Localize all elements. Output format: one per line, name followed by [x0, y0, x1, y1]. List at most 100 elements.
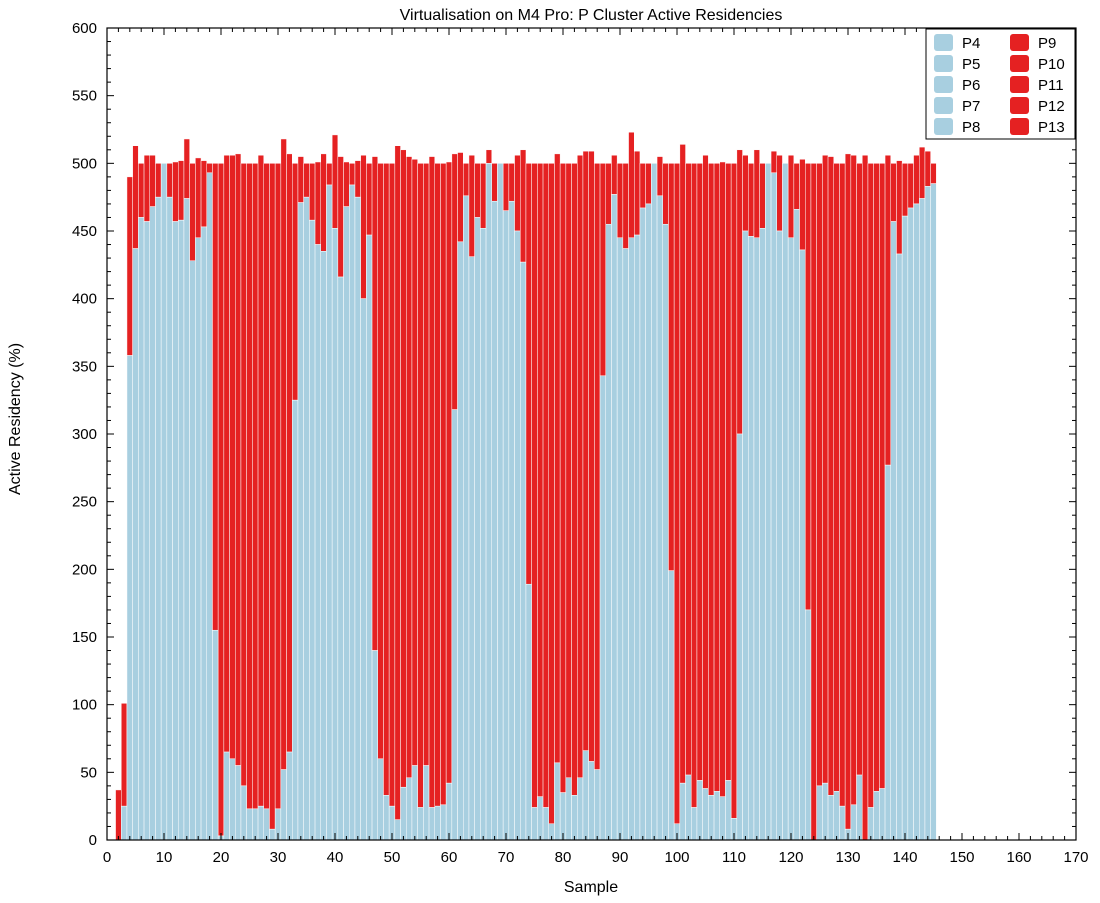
x-tick-label: 160	[1006, 849, 1031, 866]
bar-p4-p8	[656, 195, 663, 841]
bar-p4-p8	[582, 750, 589, 841]
bar-p4-p8	[269, 828, 276, 841]
bar-p4-p8	[816, 785, 823, 841]
bar-p9-p13	[508, 163, 515, 202]
bar-p4-p8	[594, 769, 601, 841]
bar-p9-p13	[685, 163, 692, 776]
bar-p4-p8	[685, 774, 692, 841]
bar-p4-p8	[599, 375, 606, 841]
bar-p4-p8	[280, 769, 287, 841]
bar-p9-p13	[736, 149, 743, 435]
bar-p4-p8	[890, 221, 897, 841]
bar-p9-p13	[309, 163, 316, 221]
bar-p4-p8	[160, 163, 168, 841]
bar-p9-p13	[343, 161, 350, 207]
bar-p9-p13	[708, 163, 715, 796]
bar-p4-p8	[525, 583, 532, 841]
x-tick-label: 70	[498, 849, 515, 866]
x-tick-label: 10	[156, 849, 173, 866]
bar-p9-p13	[548, 163, 555, 825]
bar-p9-p13	[451, 153, 458, 410]
legend-swatch	[934, 118, 953, 135]
bar-p4-p8	[451, 409, 458, 841]
bar-p9-p13	[394, 145, 401, 820]
bar-p9-p13	[280, 138, 287, 770]
legend-swatch	[1010, 76, 1029, 93]
x-tick-label: 140	[892, 849, 917, 866]
bar-p4-p8	[856, 774, 863, 841]
bar-p4-p8	[913, 203, 920, 841]
x-tick-label: 40	[327, 849, 344, 866]
bar-p4-p8	[257, 805, 264, 841]
legend-label: P9	[1038, 35, 1056, 52]
x-tick-label: 100	[664, 849, 689, 866]
legend-swatch	[934, 34, 953, 51]
bar-p9-p13	[388, 163, 396, 807]
bar-p4-p8	[805, 609, 812, 841]
bar-p9-p13	[121, 703, 128, 807]
bar-p9-p13	[605, 163, 612, 225]
bar-p4-p8	[725, 780, 732, 841]
bar-p4-p8	[565, 777, 572, 841]
legend-label: P5	[962, 56, 980, 73]
bar-p4-p8	[331, 228, 339, 841]
bar-p4-p8	[463, 195, 470, 841]
x-tick-label: 80	[555, 849, 572, 866]
bar-p4-p8	[155, 196, 162, 841]
bar-p4-p8	[297, 202, 304, 841]
bar-p9-p13	[337, 156, 344, 278]
bar-p4-p8	[719, 796, 726, 841]
x-tick-label: 50	[384, 849, 401, 866]
bar-p9-p13	[463, 163, 470, 197]
bar-p9-p13	[240, 163, 247, 787]
bar-p9-p13	[126, 176, 133, 356]
bar-p9-p13	[274, 163, 282, 810]
bar-p9-p13	[862, 154, 869, 841]
bar-p4-p8	[411, 765, 418, 841]
bar-p9-p13	[485, 149, 492, 164]
bar-p9-p13	[178, 160, 185, 221]
bar-p4-p8	[343, 206, 350, 841]
bar-p4-p8	[827, 795, 834, 841]
bar-p9-p13	[206, 163, 213, 174]
bar-p4-p8	[702, 788, 709, 841]
y-tick-label: 500	[72, 155, 97, 172]
bar-p4-p8	[132, 248, 139, 841]
bar-p4-p8	[537, 796, 544, 841]
bar-p9-p13	[793, 163, 800, 210]
bar-p9-p13	[901, 163, 909, 217]
bar-p4-p8	[480, 228, 487, 841]
legend-swatch	[934, 97, 953, 114]
bar-p4-p8	[873, 791, 880, 841]
bar-p4-p8	[651, 163, 658, 841]
bar-p9-p13	[269, 163, 276, 830]
bar-p9-p13	[742, 154, 749, 232]
chart-title: Virtualisation on M4 Pro: P Cluster Acti…	[400, 7, 783, 24]
bar-p4-p8	[371, 650, 378, 841]
bar-p9-p13	[554, 153, 561, 764]
bar-p9-p13	[360, 154, 367, 299]
bar-p9-p13	[537, 163, 544, 797]
bar-p4-p8	[354, 196, 361, 841]
bar-p9-p13	[702, 154, 709, 789]
bar-p9-p13	[480, 163, 487, 229]
x-tick-label: 30	[270, 849, 287, 866]
bar-p9-p13	[753, 149, 760, 239]
bar-p9-p13	[252, 163, 259, 810]
bar-p9-p13	[132, 145, 139, 249]
bar-p9-p13	[833, 163, 840, 792]
bar-p4-p8	[634, 234, 641, 841]
bar-p9-p13	[679, 144, 686, 784]
bar-p9-p13	[827, 156, 834, 796]
bar-p4-p8	[571, 795, 578, 841]
y-axis-title: Active Residency (%)	[7, 343, 24, 495]
bar-p9-p13	[822, 154, 829, 784]
bar-p9-p13	[730, 163, 738, 819]
bar-p4-p8	[542, 807, 549, 841]
bar-p9-p13	[805, 163, 812, 611]
bar-p4-p8	[314, 244, 321, 841]
bar-p9-p13	[616, 163, 624, 239]
bar-p9-p13	[183, 138, 190, 199]
legend-swatch	[1010, 118, 1029, 135]
bar-p4-p8	[360, 298, 367, 841]
